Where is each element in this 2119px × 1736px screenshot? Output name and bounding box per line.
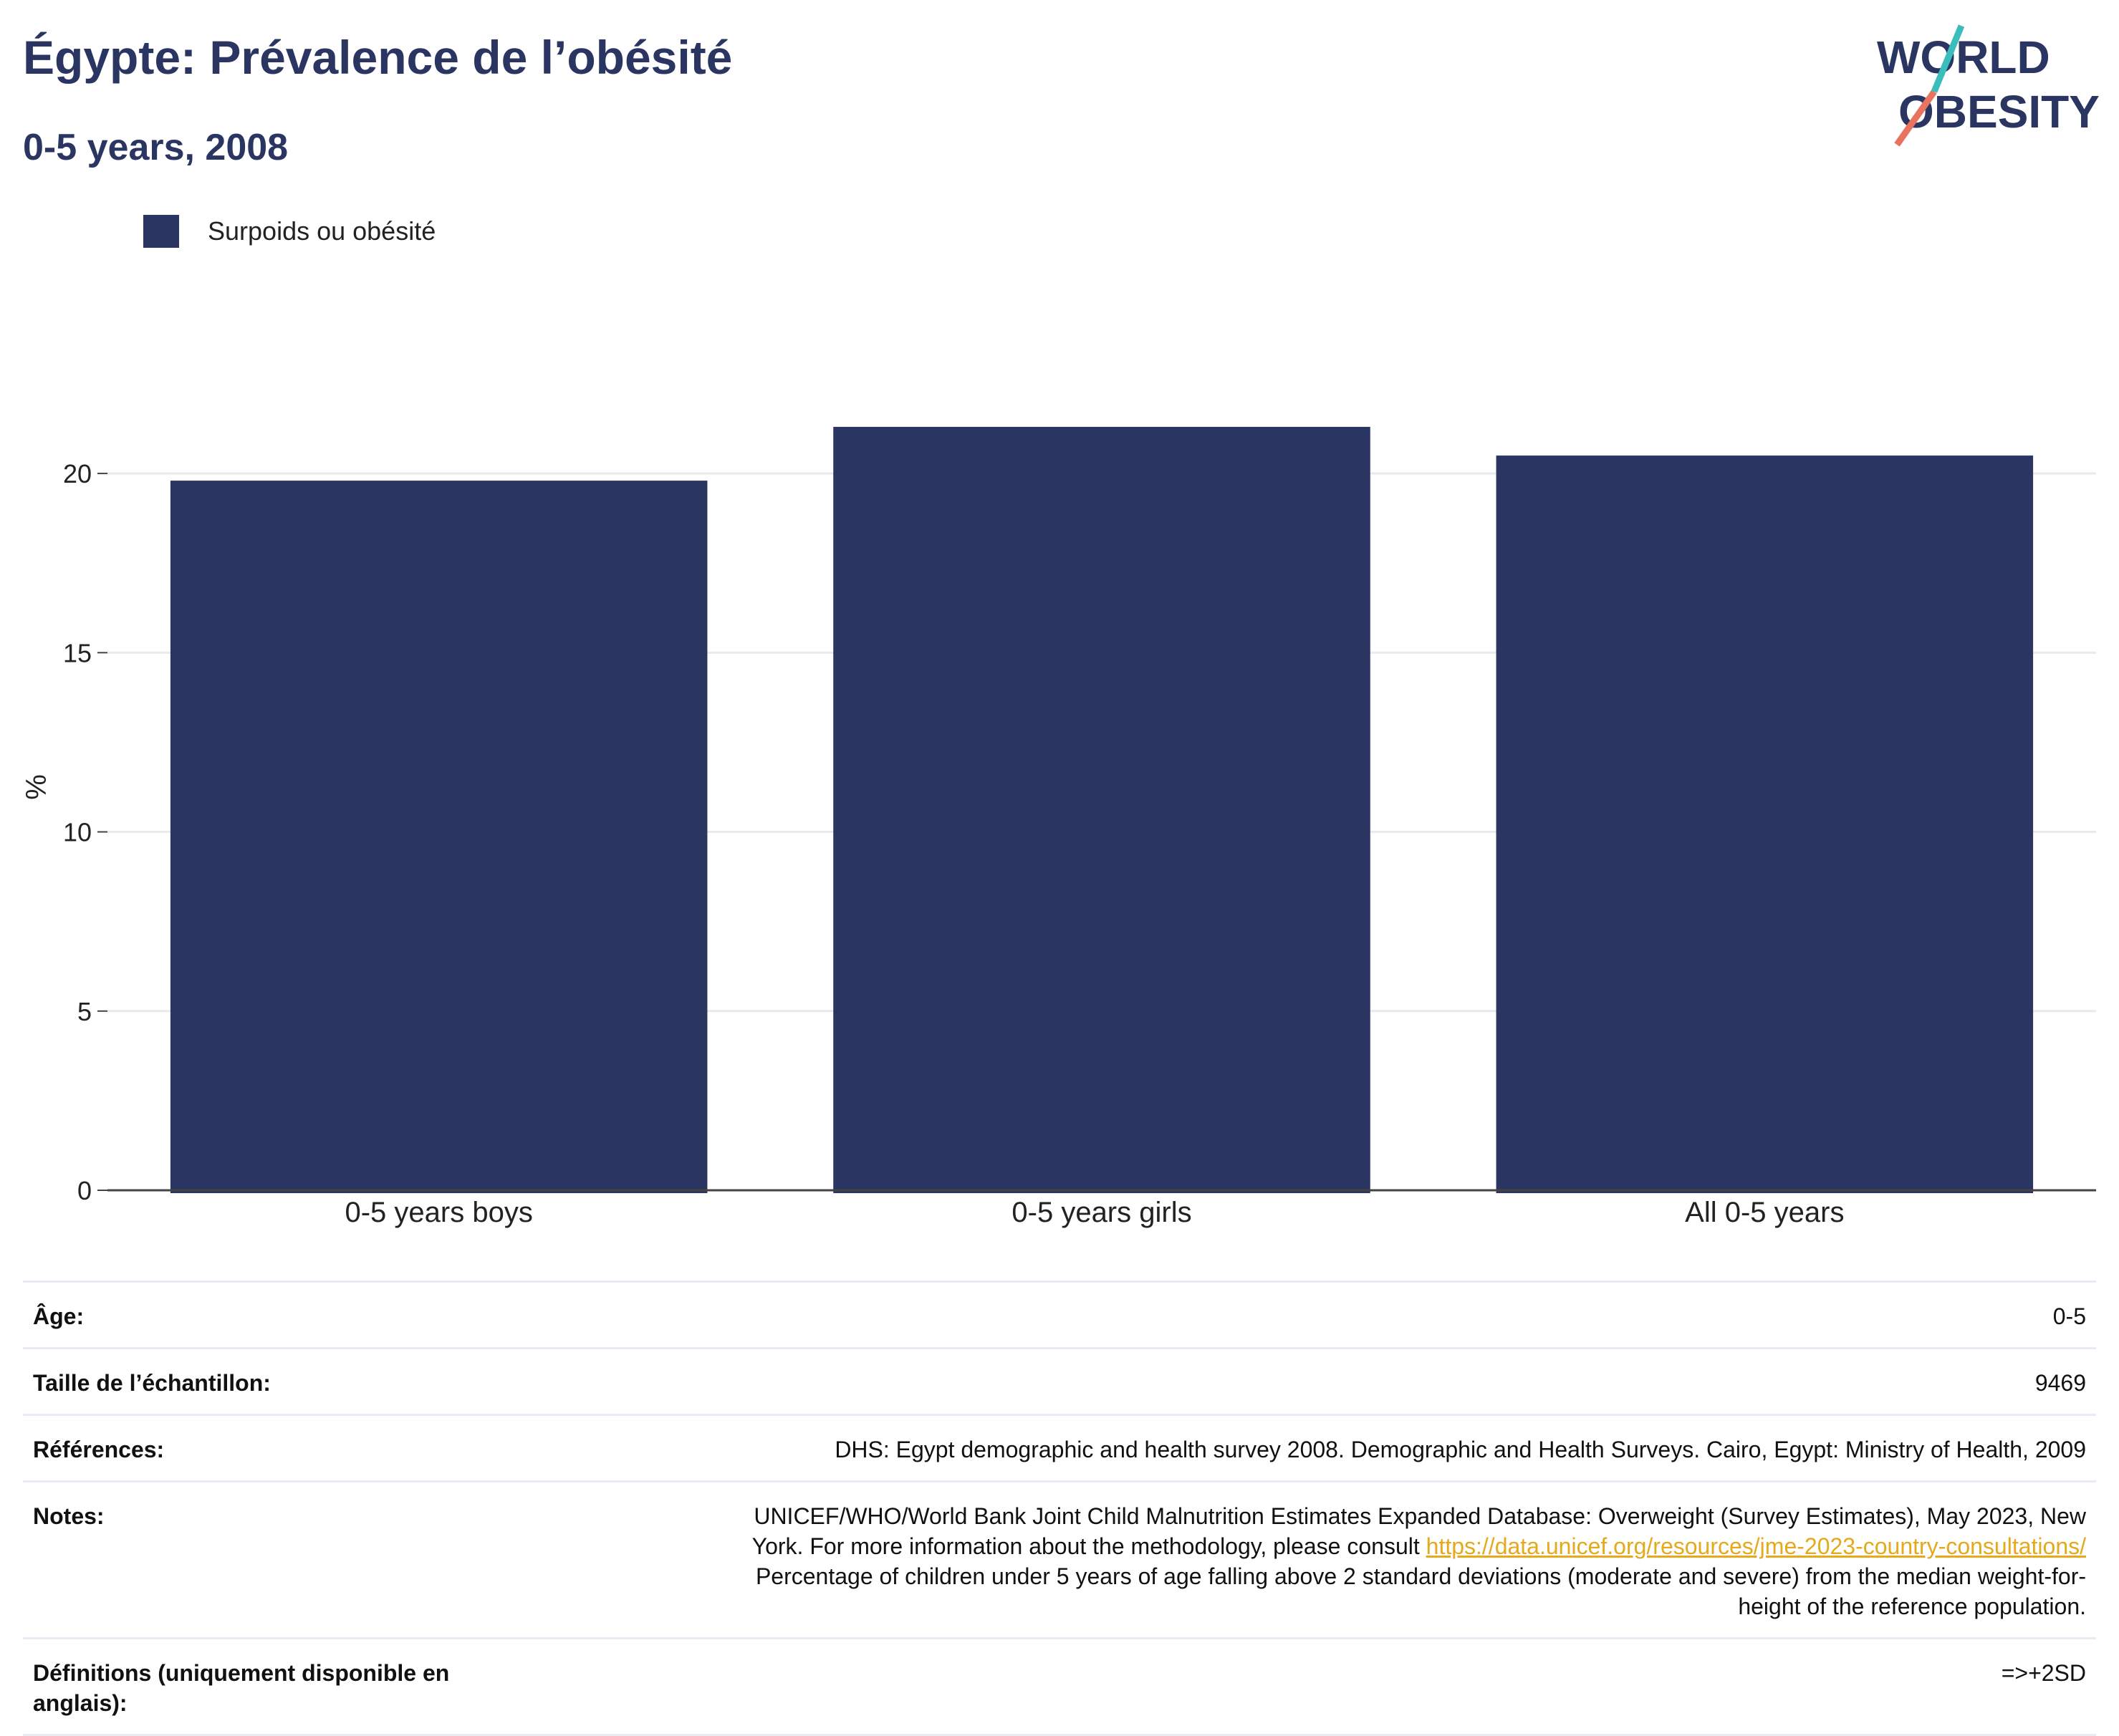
chart-legend: Surpoids ou obésité	[143, 215, 436, 248]
info-row-sample: Taille de l’échantillon: 9469	[23, 1347, 2096, 1416]
legend-swatch	[143, 215, 179, 248]
x-axis-ticks: 0-5 years boys 0-5 years girls All 0-5 yea…	[345, 1197, 1844, 1228]
bar	[1496, 455, 2034, 1193]
bar-chart: 0 5 10 15 20 0-5 years boys 0-5 years girls Al…	[21, 427, 2096, 1228]
y-axis-ticks: 0 5 10 15 20	[63, 459, 107, 1205]
bar	[170, 481, 708, 1193]
y-tick-label: 10	[63, 818, 92, 847]
notes-line-3: Percentage of children under 5 years of …	[755, 1563, 2086, 1589]
methodology-link[interactable]: https://data.unicef.org/resources/jme-20…	[1426, 1533, 2086, 1559]
world-obesity-logo: WORLD OBESITY	[1877, 24, 2099, 147]
age-label: Âge:	[23, 1281, 516, 1349]
info-row-definitions: Définitions (uniquement disponible en an…	[23, 1637, 2096, 1736]
bar	[833, 427, 1370, 1193]
info-table: Âge: 0-5 Taille de l’échantillon: 9469 R…	[23, 1281, 2096, 1736]
chart-title: Égypte: Prévalence de l’obésité	[23, 31, 733, 84]
chart-subtitle: 0-5 years, 2008	[23, 127, 289, 168]
y-tick-label: 0	[77, 1176, 92, 1205]
notes-line-4: height of the reference population.	[1738, 1593, 2086, 1619]
notes-line-1: UNICEF/WHO/World Bank Joint Child Malnut…	[754, 1503, 2086, 1529]
sample-size-value: 9469	[516, 1347, 2096, 1416]
notes-label: Notes:	[23, 1480, 516, 1639]
y-tick-label: 15	[63, 638, 92, 667]
notes-line-2: York. For more information about the met…	[751, 1533, 1426, 1559]
svg-text:WORLD: WORLD	[1877, 32, 2050, 83]
y-tick-label: 20	[63, 459, 92, 488]
definitions-value: =>+2SD	[516, 1637, 2096, 1736]
x-tick-label: 0-5 years boys	[345, 1197, 532, 1228]
info-row-references: Références: DHS: Egypt demographic and h…	[23, 1414, 2096, 1482]
info-row-age: Âge: 0-5	[23, 1281, 2096, 1349]
sample-size-label: Taille de l’échantillon:	[23, 1347, 516, 1416]
references-value: DHS: Egypt demographic and health survey…	[516, 1414, 2096, 1482]
bars	[170, 427, 2034, 1193]
references-label: Références:	[23, 1414, 516, 1482]
age-value: 0-5	[516, 1281, 2096, 1349]
y-axis-label: %	[21, 774, 52, 800]
legend-label: Surpoids ou obésité	[208, 216, 436, 246]
y-tick-label: 5	[77, 997, 92, 1026]
x-tick-label: 0-5 years girls	[1012, 1197, 1191, 1228]
info-row-notes: Notes: UNICEF/WHO/World Bank Joint Child…	[23, 1480, 2096, 1639]
notes-value: UNICEF/WHO/World Bank Joint Child Malnut…	[516, 1480, 2096, 1639]
x-tick-label: All 0-5 years	[1685, 1197, 1844, 1228]
definitions-label: Définitions (uniquement disponible en an…	[23, 1637, 516, 1736]
